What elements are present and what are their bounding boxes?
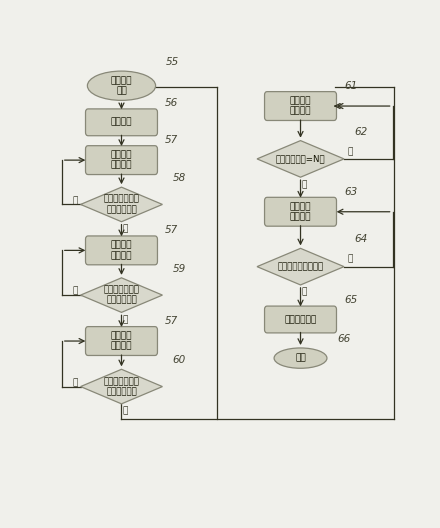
Text: 58: 58 [172,173,186,183]
Text: 开始高速
采集压力: 开始高速 采集压力 [290,96,311,116]
Text: 开始低速
采集压力: 开始低速 采集压力 [111,150,132,170]
Text: 爆炸高压膨胀结束？: 爆炸高压膨胀结束？ [278,262,323,271]
Text: 高速采集
爆炸压力: 高速采集 爆炸压力 [290,202,311,221]
Ellipse shape [88,71,156,100]
Text: 56: 56 [165,98,178,108]
Polygon shape [81,278,162,313]
Text: 开始低速
采集压力: 开始低速 采集压力 [111,332,132,351]
Text: 否: 否 [348,255,353,264]
Text: 开始低速
采集压力: 开始低速 采集压力 [111,241,132,260]
Text: 爆炸高压脉冲=N？: 爆炸高压脉冲=N？ [276,154,325,163]
FancyBboxPatch shape [264,92,337,120]
Text: 55: 55 [166,57,179,67]
FancyBboxPatch shape [85,236,158,265]
Text: 起爆本级雷管: 起爆本级雷管 [284,315,317,324]
Text: 等于设定的第一
个压力台阶？: 等于设定的第一 个压力台阶？ [103,195,139,214]
Text: 66: 66 [337,334,350,344]
Text: 等于设定的第三
个压力台阶？: 等于设定的第三 个压力台阶？ [103,377,139,397]
Text: 编程设置: 编程设置 [111,118,132,127]
Text: 65: 65 [344,295,357,305]
FancyBboxPatch shape [85,327,158,355]
Polygon shape [81,369,162,404]
Text: 否: 否 [73,378,78,387]
Text: 64: 64 [354,234,367,244]
Text: 是: 是 [123,315,128,324]
Text: 是: 是 [123,224,128,233]
Text: 57: 57 [165,225,178,235]
FancyBboxPatch shape [85,146,158,175]
FancyBboxPatch shape [264,306,337,333]
Text: 等于设定的第二
个压力台阶？: 等于设定的第二 个压力台阶？ [103,286,139,305]
Text: 是: 是 [123,407,128,416]
Polygon shape [81,187,162,222]
Text: 安装准备
阶段: 安装准备 阶段 [111,76,132,96]
Ellipse shape [274,348,327,369]
Text: 62: 62 [354,127,367,137]
Text: 63: 63 [344,186,357,196]
Text: 59: 59 [172,264,186,274]
Text: 61: 61 [344,81,357,91]
Text: 是: 是 [302,288,307,297]
Text: 是: 是 [302,180,307,189]
FancyBboxPatch shape [85,109,158,136]
Text: 否: 否 [348,147,353,156]
Text: 否: 否 [73,196,78,205]
Text: 57: 57 [165,135,178,145]
Polygon shape [257,140,344,177]
FancyBboxPatch shape [264,197,337,226]
Text: 否: 否 [73,287,78,296]
Text: 结束: 结束 [295,354,306,363]
Polygon shape [257,248,344,285]
Text: 60: 60 [172,355,186,365]
Text: 57: 57 [165,316,178,326]
